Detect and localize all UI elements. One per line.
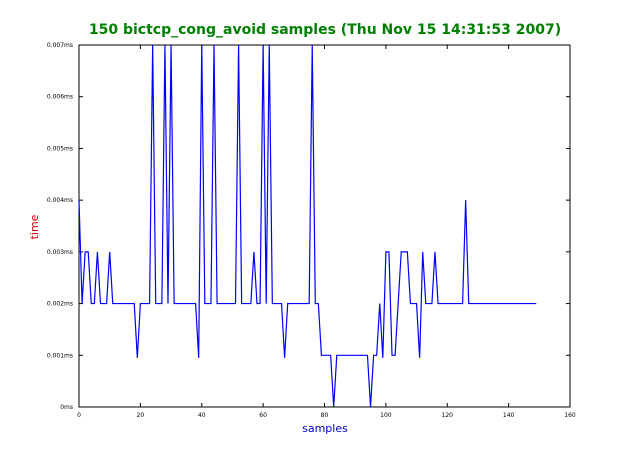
y-tick-label: 0ms xyxy=(60,404,73,411)
axis-ticks: 0 20 40 60 80 100 120 140 160 0ms 0.001ms 0.002ms 0.… xyxy=(47,42,576,419)
x-tick-label: 20 xyxy=(137,412,145,419)
series-line xyxy=(78,44,537,408)
plot-frame xyxy=(78,44,571,408)
x-axis-label: samples xyxy=(302,422,348,435)
y-tick-label: 0.005ms xyxy=(47,145,73,152)
y-tick-label: 0.003ms xyxy=(47,249,73,256)
series-layer xyxy=(78,44,537,408)
x-tick-label: 100 xyxy=(380,412,392,419)
x-tick-label: 80 xyxy=(321,412,329,419)
y-axis-label: time xyxy=(28,214,41,239)
x-tick-label: 60 xyxy=(259,412,267,419)
y-tick-label: 0.004ms xyxy=(47,197,73,204)
x-tick-label: 160 xyxy=(564,412,576,419)
y-tick-label: 0.001ms xyxy=(47,352,73,359)
y-tick-label: 0.002ms xyxy=(47,301,73,308)
y-tick-label: 0.007ms xyxy=(47,42,73,49)
x-tick-label: 0 xyxy=(77,412,81,419)
y-tick-label: 0.006ms xyxy=(47,94,73,101)
x-tick-label: 140 xyxy=(503,412,515,419)
x-tick-label: 40 xyxy=(198,412,206,419)
x-tick-label: 120 xyxy=(442,412,454,419)
chart-title: 150 bictcp_cong_avoid samples (Thu Nov 1… xyxy=(89,22,561,38)
